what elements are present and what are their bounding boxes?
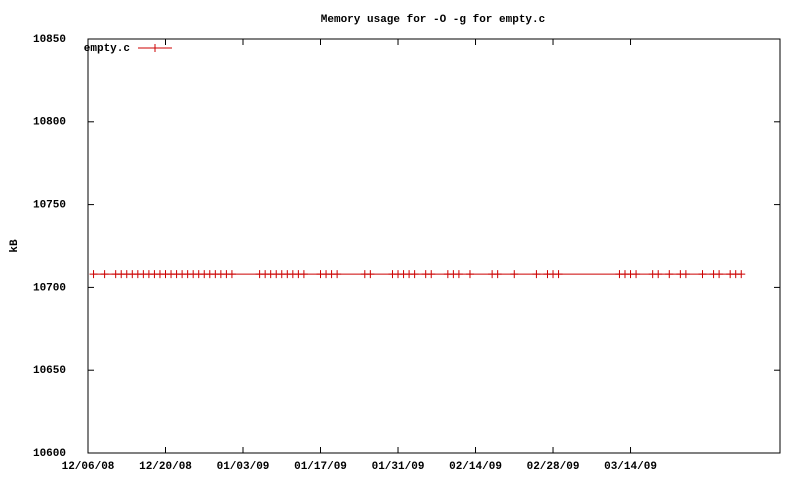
- y-tick-label: 10650: [33, 365, 66, 377]
- point-marker: [681, 270, 690, 279]
- x-tick-label: 02/14/09: [449, 461, 502, 473]
- point-marker: [454, 270, 463, 279]
- point-marker: [410, 270, 419, 279]
- point-marker: [366, 270, 375, 279]
- point-marker: [654, 270, 663, 279]
- y-axis-label: kB: [9, 239, 21, 253]
- point-marker: [89, 270, 98, 279]
- x-tick-label: 01/17/09: [294, 461, 347, 473]
- point-marker: [333, 270, 342, 279]
- legend-label: empty.c: [84, 43, 130, 55]
- x-tick-label: 12/20/08: [139, 461, 192, 473]
- point-marker: [299, 270, 308, 279]
- legend-swatch: [151, 44, 159, 52]
- x-tick-label: 12/06/08: [62, 461, 115, 473]
- y-tick-label: 10600: [33, 448, 66, 460]
- point-marker: [698, 270, 707, 279]
- x-tick-label: 02/28/09: [527, 461, 580, 473]
- point-marker: [510, 270, 519, 279]
- x-tick-label: 01/31/09: [372, 461, 425, 473]
- y-tick-label: 10800: [33, 117, 66, 129]
- point-marker: [465, 270, 474, 279]
- chart-title: Memory usage for -O -g for empty.c: [321, 14, 545, 26]
- plot-frame: [87, 38, 781, 454]
- y-tick-label: 10850: [33, 34, 66, 46]
- point-marker: [665, 270, 674, 279]
- point-marker: [632, 270, 641, 279]
- point-marker: [554, 270, 563, 279]
- point-marker: [227, 270, 236, 279]
- x-tick-label: 01/03/09: [217, 461, 270, 473]
- point-marker: [715, 270, 724, 279]
- y-tick-label: 10750: [33, 200, 66, 212]
- point-marker: [493, 270, 502, 279]
- point-marker: [427, 270, 436, 279]
- x-tick-label: 03/14/09: [604, 461, 657, 473]
- y-tick-label: 10700: [33, 282, 66, 294]
- point-marker: [532, 270, 541, 279]
- point-marker: [100, 270, 109, 279]
- point-marker: [737, 270, 746, 279]
